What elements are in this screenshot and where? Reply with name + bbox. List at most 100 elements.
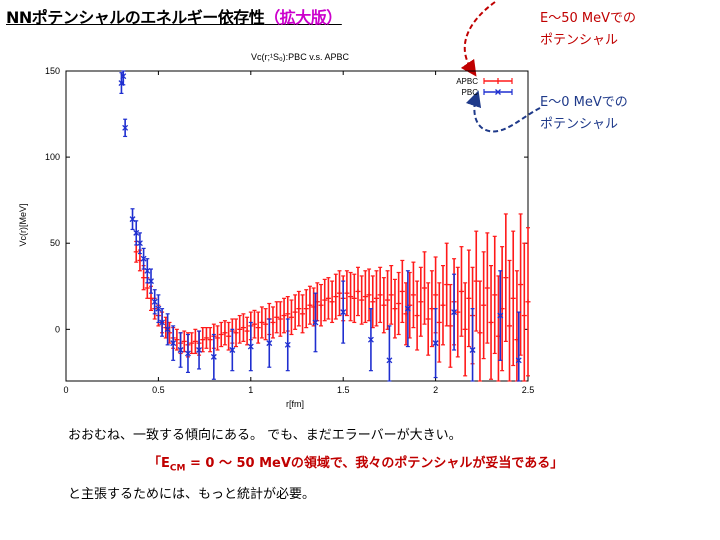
series-apbc-point <box>255 311 261 344</box>
legend-marker-pbc <box>483 89 513 95</box>
series-apbc-point <box>381 277 387 334</box>
note-low-energy: E～0 MeVでの ポテンシャル <box>540 92 628 136</box>
y-tick-label: 50 <box>50 238 60 248</box>
series-pbc-point <box>451 273 458 351</box>
conclusion-line-2-post: = 0 〜 50 MeVの領域で、我々のポテンシャルが妥当である」 <box>185 456 564 471</box>
series-apbc-point <box>322 278 328 322</box>
series-pbc <box>118 70 522 382</box>
slide-title-accent: （拡大版） <box>264 8 342 27</box>
legend-label-pbc: PBC <box>462 88 479 97</box>
x-tick-label: 2 <box>433 385 438 395</box>
series-apbc-point <box>377 266 383 324</box>
data-series <box>118 70 531 382</box>
series-apbc-point <box>263 308 269 341</box>
series-apbc-point <box>359 275 365 325</box>
series-apbc-point <box>484 232 490 344</box>
series-pbc-point <box>497 270 504 361</box>
series-apbc-point <box>425 282 431 356</box>
series-apbc-point <box>281 297 287 334</box>
note-high-energy-line2: ポテンシャル <box>540 33 619 48</box>
series-apbc-point <box>444 242 450 327</box>
series-pbc-point <box>122 118 129 138</box>
series-pbc-point <box>185 333 191 373</box>
series-apbc-point <box>251 309 257 339</box>
series-apbc-point <box>237 314 243 344</box>
plot-frame <box>65 70 529 382</box>
conclusion-line-1: おおむね、一致する傾向にある。 でも、まだエラーバーが大きい。 <box>68 428 462 443</box>
series-apbc-point <box>215 325 221 351</box>
series-apbc-point <box>355 266 361 317</box>
arrow-low-energy <box>465 90 541 133</box>
series-apbc-point <box>233 318 239 348</box>
series-apbc-point <box>481 251 487 360</box>
series-pbc-point <box>177 332 184 368</box>
series-apbc-point <box>200 327 206 353</box>
conclusion-line-3: と主張するためには、もっと統計が必要。 <box>68 487 316 502</box>
series-apbc-point <box>344 270 350 317</box>
series-apbc-point <box>325 277 331 320</box>
legend-glyph <box>495 89 501 95</box>
y-tick-label: 150 <box>45 66 60 76</box>
note-high-energy: E～50 MeVでの ポテンシャル <box>540 8 636 52</box>
y-axis-label: Vc(r)[MeV] <box>18 203 28 246</box>
series-apbc-point <box>510 230 516 367</box>
series-pbc-point <box>120 70 127 86</box>
series-apbc-point <box>507 259 513 382</box>
series-apbc-point <box>458 246 464 337</box>
series-apbc-point <box>418 266 424 337</box>
y-tick-label: 0 <box>55 324 60 334</box>
series-apbc-point <box>337 270 343 317</box>
series-apbc-point <box>174 328 180 351</box>
slide-title: NNポテンシャルのエネルギー依存性（拡大版） <box>6 4 342 28</box>
note-high-energy-line1: E～50 MeVでの <box>540 11 636 26</box>
series-apbc-point <box>244 316 250 346</box>
series-apbc-point <box>226 321 232 351</box>
series-apbc-point <box>422 251 428 325</box>
series-apbc-point <box>477 280 483 382</box>
series-apbc-point <box>410 261 416 329</box>
series-apbc-point <box>525 227 531 377</box>
series-pbc-point <box>386 325 393 382</box>
series-pbc-point <box>266 318 273 368</box>
x-tick-label: 1.5 <box>337 385 350 395</box>
series-apbc-point <box>373 270 379 327</box>
series-pbc-point <box>129 208 136 231</box>
series-pbc-point <box>155 294 162 324</box>
series-apbc-point <box>396 271 402 336</box>
x-tick-label: 2.5 <box>522 385 535 395</box>
conclusion-line-2: 「ECM = 0 〜 50 MeVの領域で、我々のポテンシャルが妥当である」 <box>148 452 563 474</box>
series-pbc-point <box>312 292 319 353</box>
series-apbc-point <box>473 230 479 332</box>
series-pbc-point <box>247 321 254 372</box>
series-apbc-point <box>447 283 453 368</box>
series-apbc-point <box>440 265 446 346</box>
x-tick-label: 0.5 <box>152 385 165 395</box>
series-apbc-point <box>521 242 527 382</box>
series-pbc-point <box>136 232 143 255</box>
series-apbc-point <box>288 299 294 336</box>
series-apbc-point <box>414 280 420 351</box>
series-apbc-point <box>362 270 368 324</box>
series-apbc-point <box>429 270 435 348</box>
series-apbc-point <box>189 332 195 355</box>
series-pbc-point <box>148 268 154 294</box>
x-tick-label: 0 <box>63 385 68 395</box>
series-apbc-point <box>277 301 283 337</box>
series-apbc-point <box>399 259 405 324</box>
series-apbc-point <box>318 283 324 327</box>
series-apbc-point <box>455 266 461 358</box>
series-apbc-point <box>366 268 372 322</box>
series-pbc-point <box>210 333 217 380</box>
series-pbc-point <box>151 289 158 315</box>
legend-label-apbc: APBC <box>456 77 478 86</box>
series-apbc-point <box>503 213 509 342</box>
series-apbc-point <box>351 273 357 324</box>
series-pbc-point <box>432 308 439 379</box>
series-pbc-point <box>170 325 177 361</box>
series-apbc-point <box>333 273 339 320</box>
series-apbc-point <box>307 285 313 325</box>
chart-title: Vc(r;¹S₀):PBC v.s. APBC <box>251 52 350 62</box>
y-tick-label: 100 <box>45 152 60 162</box>
series-apbc-point <box>436 282 442 363</box>
